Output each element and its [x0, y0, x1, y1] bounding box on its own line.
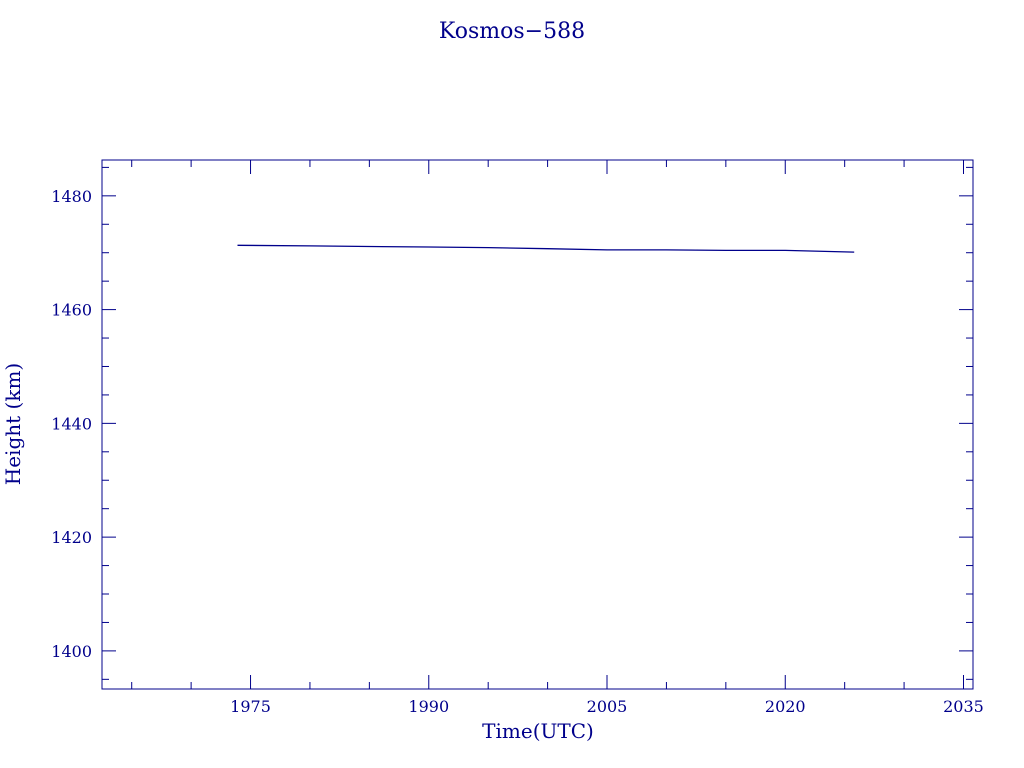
y-tick-label: 1480	[51, 187, 92, 206]
y-tick-label: 1400	[51, 642, 92, 661]
series-layer	[237, 244, 855, 253]
y-axis-label: Height (km)	[1, 363, 25, 485]
x-axis-label: Time(UTC)	[482, 719, 594, 743]
y-tick-label: 1440	[51, 414, 92, 433]
x-tick-label: 2020	[765, 697, 806, 716]
x-tick-label: 2005	[587, 697, 628, 716]
chart-title: Kosmos−588	[439, 19, 585, 44]
series-line-0	[237, 244, 855, 253]
ticks-layer	[102, 160, 973, 689]
tick-labels-layer: 1975 1990 2005 2020 2035 1400 1420 1440 1460 1480	[51, 187, 984, 716]
plot-frame	[101, 159, 974, 690]
x-tick-label: 1990	[408, 697, 449, 716]
x-tick-label: 2035	[943, 697, 984, 716]
x-tick-label: 1975	[230, 697, 271, 716]
y-tick-label: 1460	[51, 301, 92, 320]
y-tick-label: 1420	[51, 528, 92, 547]
